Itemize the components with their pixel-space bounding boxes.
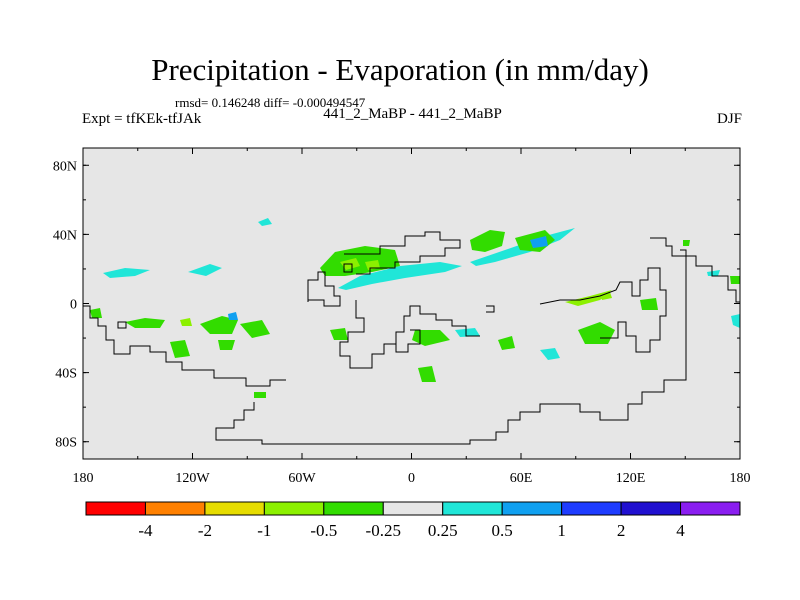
x-tick-label: 60W bbox=[288, 471, 316, 486]
colorbar-swatch bbox=[620, 501, 682, 516]
coastline-path bbox=[650, 237, 740, 303]
coastline-path bbox=[117, 321, 127, 329]
y-tick-label: 40S bbox=[55, 367, 77, 382]
anomaly-blob bbox=[640, 298, 658, 310]
anomaly-blob bbox=[180, 318, 192, 326]
coastline-path bbox=[83, 305, 286, 387]
anomaly-blob bbox=[600, 292, 612, 300]
colorbar-swatch bbox=[144, 501, 206, 516]
x-tick-label: 180 bbox=[730, 471, 751, 486]
anomaly-blob bbox=[188, 264, 222, 276]
colorbar-swatch bbox=[204, 501, 265, 516]
x-tick-label: 0 bbox=[408, 471, 415, 486]
anomaly-blob bbox=[330, 328, 348, 340]
y-tick-label: 0 bbox=[70, 298, 77, 313]
y-tick-label: 40N bbox=[53, 228, 77, 243]
colorbar-swatch bbox=[85, 501, 146, 516]
anomaly-blob bbox=[228, 312, 238, 320]
anomaly-blob bbox=[731, 314, 740, 328]
anomaly-blob bbox=[498, 336, 515, 350]
colorbar-label: -2 bbox=[198, 521, 212, 540]
coastline-path bbox=[395, 329, 421, 353]
colorbar-label: -1 bbox=[257, 521, 271, 540]
coastline-path bbox=[307, 271, 341, 307]
colorbar-label: 1 bbox=[557, 521, 566, 540]
x-tick-label: 60E bbox=[510, 471, 533, 486]
anomaly-blob bbox=[455, 328, 480, 337]
anomaly-blob bbox=[90, 308, 102, 318]
anomaly-blob bbox=[530, 236, 548, 248]
colorbar-swatch bbox=[263, 501, 325, 516]
colorbar-swatch bbox=[561, 501, 622, 516]
colorbar-swatch bbox=[382, 501, 444, 516]
coastline-path bbox=[343, 263, 353, 273]
stats-label: rmsd= 0.146248 diff= -0.000494547 bbox=[175, 95, 366, 110]
season-label: DJF bbox=[716, 111, 742, 127]
colorbar-swatch bbox=[442, 501, 503, 516]
colorbar-swatch bbox=[501, 501, 563, 516]
experiment-label: Expt = tfKEk-tfJAk bbox=[82, 111, 202, 127]
colorbar-swatch bbox=[323, 501, 384, 516]
anomaly-blob bbox=[240, 320, 270, 338]
x-tick-label: 120W bbox=[175, 471, 210, 486]
anomaly-blob bbox=[707, 270, 720, 276]
anomaly-blob bbox=[200, 316, 238, 334]
y-tick-label: 80N bbox=[53, 159, 77, 174]
coastline-path bbox=[344, 231, 461, 275]
anomaly-blob bbox=[338, 262, 462, 290]
colorbar-label: -0.5 bbox=[310, 521, 337, 540]
anomaly-blob bbox=[470, 230, 505, 252]
y-tick-label: 80S bbox=[55, 436, 77, 451]
coastline bbox=[83, 231, 740, 445]
colorbar-label: -0.25 bbox=[366, 521, 401, 540]
anomaly-blob bbox=[730, 276, 740, 284]
colorbar: -4 -2 -1 -0.5 -0.25 0.25 0.5 1 2 4 bbox=[85, 501, 741, 540]
case-label: 441_2_MaBP - 441_2_MaBP bbox=[323, 106, 502, 122]
colorbar-swatch bbox=[680, 501, 741, 516]
anomaly-blob bbox=[218, 340, 235, 350]
colorbar-label: 0.5 bbox=[492, 521, 513, 540]
plot-frame bbox=[82, 147, 741, 460]
x-tick-label: 120E bbox=[616, 471, 646, 486]
plot-area bbox=[83, 148, 740, 459]
y-axis: 80N 40N 0 40S 80S bbox=[53, 159, 740, 451]
x-tick-label: 180 bbox=[73, 471, 94, 486]
anomaly-blob bbox=[258, 218, 272, 226]
anomaly-blob bbox=[683, 240, 690, 246]
colorbar-label: -4 bbox=[138, 521, 153, 540]
colorbar-label: 0.25 bbox=[428, 521, 458, 540]
anomaly-blob bbox=[418, 366, 436, 382]
anomaly-blob bbox=[170, 340, 190, 358]
colorbar-label: 2 bbox=[617, 521, 626, 540]
coastline-path bbox=[486, 305, 495, 313]
coastline-path bbox=[215, 249, 687, 445]
coastline-path bbox=[539, 267, 667, 353]
anomaly-blob bbox=[254, 392, 266, 398]
anomaly-blob bbox=[412, 330, 450, 346]
x-axis: 180 120W 60W 0 60E 120E 180 bbox=[73, 148, 751, 486]
colorbar-label: 4 bbox=[676, 521, 685, 540]
anomaly-blob bbox=[103, 268, 150, 278]
anomaly-blob bbox=[125, 318, 165, 328]
chart-title: Precipitation - Evaporation (in mm/day) bbox=[151, 52, 649, 87]
anomaly-blob bbox=[540, 348, 560, 360]
